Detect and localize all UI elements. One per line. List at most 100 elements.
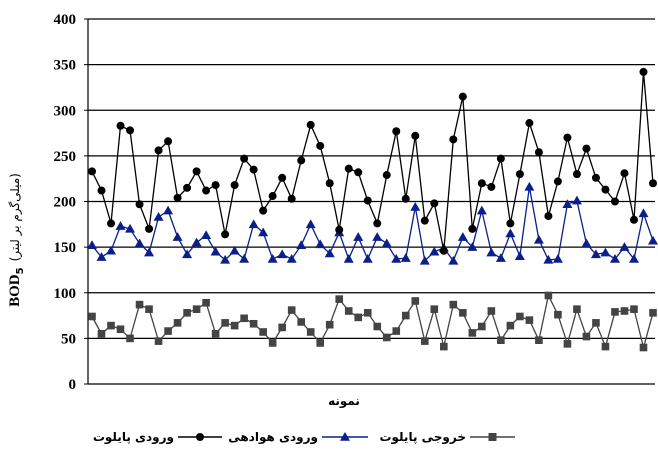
data-point bbox=[524, 181, 535, 191]
data-point bbox=[316, 141, 325, 150]
data-point bbox=[590, 249, 601, 259]
legend-item: ورودی پایلوت bbox=[93, 430, 222, 445]
data-point bbox=[420, 216, 429, 225]
data-point bbox=[335, 295, 344, 303]
data-point bbox=[116, 121, 125, 130]
data-point bbox=[467, 242, 478, 251]
data-point bbox=[649, 309, 657, 317]
data-point bbox=[305, 219, 316, 229]
data-point bbox=[401, 311, 410, 320]
y-tick-label: 400 bbox=[54, 12, 77, 28]
data-point bbox=[381, 238, 392, 248]
data-point bbox=[297, 156, 306, 165]
data-point bbox=[210, 246, 221, 256]
data-point bbox=[544, 212, 553, 221]
y-tick-label: 250 bbox=[54, 149, 77, 165]
data-point bbox=[88, 167, 96, 176]
data-point bbox=[259, 328, 267, 336]
data-point bbox=[258, 227, 269, 237]
data-point bbox=[562, 199, 573, 208]
data-point bbox=[457, 232, 468, 241]
data-point bbox=[340, 432, 350, 441]
data-point bbox=[126, 334, 134, 343]
data-point bbox=[134, 238, 145, 248]
data-point bbox=[259, 206, 268, 215]
data-point bbox=[372, 232, 383, 241]
data-point bbox=[164, 137, 173, 146]
data-point bbox=[533, 234, 544, 244]
data-point bbox=[582, 332, 591, 341]
data-point bbox=[182, 249, 193, 259]
data-point bbox=[563, 340, 572, 348]
data-point bbox=[411, 297, 420, 305]
y-tick-label: 150 bbox=[54, 240, 77, 256]
data-point bbox=[448, 255, 459, 265]
data-point bbox=[571, 195, 582, 205]
data-point bbox=[382, 171, 391, 180]
data-point bbox=[296, 240, 307, 250]
data-point bbox=[373, 322, 382, 331]
data-point bbox=[354, 168, 363, 177]
data-point bbox=[639, 67, 648, 76]
x-axis-label: نمونه bbox=[328, 394, 360, 409]
data-point bbox=[230, 321, 239, 330]
data-point bbox=[458, 92, 467, 101]
data-point bbox=[116, 325, 125, 334]
legend-label: ورودی هوادهی bbox=[228, 430, 318, 445]
data-point bbox=[192, 305, 201, 313]
data-point bbox=[353, 232, 364, 241]
data-point bbox=[610, 197, 619, 206]
data-point bbox=[316, 339, 325, 347]
data-point bbox=[601, 342, 610, 351]
data-point bbox=[202, 186, 211, 195]
y-tick-label: 50 bbox=[61, 331, 76, 347]
data-point bbox=[619, 242, 630, 251]
data-point bbox=[335, 225, 344, 234]
data-point bbox=[325, 179, 334, 188]
data-point bbox=[211, 181, 220, 190]
data-point bbox=[506, 219, 515, 228]
data-point bbox=[496, 154, 505, 163]
data-point bbox=[362, 253, 373, 263]
data-point bbox=[315, 239, 326, 249]
data-point bbox=[506, 321, 515, 330]
legend-item: خروجی پایلوت bbox=[379, 430, 515, 445]
data-point bbox=[239, 253, 250, 263]
data-point bbox=[145, 305, 153, 313]
series-0 bbox=[88, 67, 657, 255]
data-point bbox=[211, 330, 220, 338]
data-point bbox=[487, 182, 496, 191]
data-point bbox=[391, 253, 402, 263]
data-point bbox=[582, 144, 591, 153]
y-tick-label: 100 bbox=[54, 286, 77, 302]
data-point bbox=[248, 219, 259, 229]
data-point bbox=[126, 126, 135, 135]
data-point bbox=[410, 201, 421, 211]
data-point bbox=[411, 131, 420, 140]
data-point bbox=[278, 173, 287, 182]
data-point bbox=[601, 185, 610, 194]
data-point bbox=[172, 232, 183, 241]
data-point bbox=[325, 320, 334, 329]
y-axis-label: BOD5 (میلی‌گرم بر لیتر) bbox=[7, 173, 26, 307]
data-point bbox=[630, 305, 638, 313]
data-point bbox=[486, 247, 497, 257]
data-point bbox=[287, 306, 296, 314]
data-point bbox=[183, 183, 192, 192]
legend-label: خروجی پایلوت bbox=[379, 430, 466, 445]
data-point bbox=[516, 312, 524, 321]
data-point bbox=[497, 336, 505, 344]
data-point bbox=[135, 200, 144, 209]
data-point bbox=[430, 199, 439, 208]
data-point bbox=[306, 120, 315, 129]
legend-label: ورودی پایلوت bbox=[93, 430, 174, 445]
data-point bbox=[563, 133, 572, 142]
data-point bbox=[88, 312, 96, 321]
data-point bbox=[592, 319, 600, 327]
data-point bbox=[628, 253, 639, 263]
data-point bbox=[649, 179, 657, 188]
data-point bbox=[600, 247, 611, 257]
data-point bbox=[572, 170, 581, 179]
data-point bbox=[363, 309, 372, 317]
